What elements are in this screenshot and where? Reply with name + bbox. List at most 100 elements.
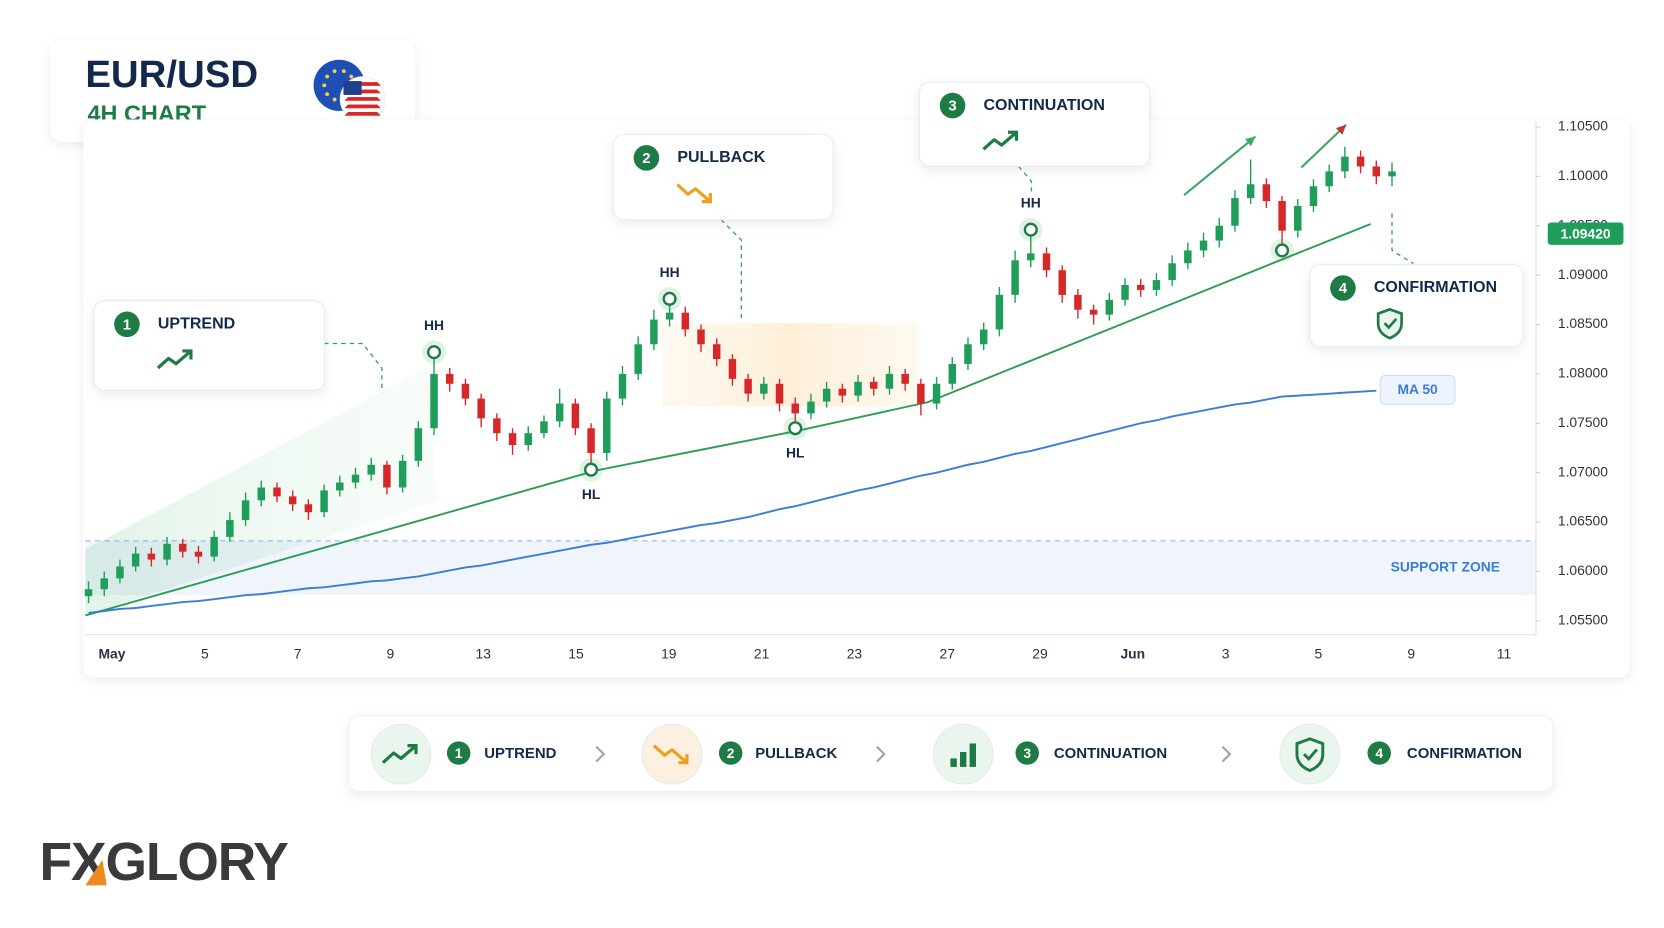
swing-label: HH [1021,195,1041,211]
icon-line [652,744,688,764]
candle-body [1215,225,1223,241]
process-title: PULLBACK [755,745,837,762]
step-number: 1 [455,745,463,761]
step-number: 2 [642,150,650,167]
ma-label: MA 50 [1397,381,1438,397]
x-tick-label: 23 [847,646,863,662]
process-icon-bg [370,723,432,785]
candle-body [697,329,705,345]
candle-body [1027,253,1035,261]
y-tick-label: 1.09000 [1558,266,1608,282]
step-badge [1367,741,1391,765]
candle-body [948,364,957,384]
candle-body [917,383,925,404]
candle-body [430,373,438,429]
candle-body [477,398,485,419]
step-badge [1330,275,1356,301]
callout-card [918,81,1151,167]
x-tick-label: 29 [1032,646,1048,662]
step-number: 2 [727,745,735,761]
candle-body [1121,285,1129,300]
x-tick-label: 11 [1497,646,1512,662]
candle-body [1058,270,1066,295]
candle-body [995,294,1004,330]
candle-body [1309,186,1318,206]
swing-marker [788,421,803,436]
step-badge [446,741,471,765]
candle-body [508,433,517,446]
swing-label: HL [582,486,601,502]
step-number: 4 [1375,745,1383,761]
candle-body [1388,171,1396,177]
candle-body [414,428,423,461]
candle-body [493,418,501,434]
trend-line [85,223,1372,617]
momentum-arrow [1183,135,1257,197]
icon-check [1383,318,1398,330]
x-tick-label: Jun [1120,646,1145,662]
price-marker-label: 1.09420 [1561,225,1611,241]
candle-body [383,464,391,488]
candle-body [1011,260,1019,295]
us-canton [343,81,362,95]
callout-title: CONTINUATION [983,97,1104,114]
candle-body [241,500,250,521]
x-tick-label: 9 [387,646,395,662]
candle-body [1372,166,1381,177]
candle-body [1262,184,1271,202]
x-tick-label: 19 [661,646,677,662]
x-tick-label: 5 [201,646,209,662]
icon-bar [969,743,976,767]
eu-star [322,83,327,88]
candle-body [1184,250,1192,264]
eu-star [332,97,337,102]
callout-connector [1018,165,1033,192]
icon-line [156,349,192,370]
process-chevron [876,745,886,763]
candle-body [665,312,674,320]
step-number: 4 [1339,280,1348,297]
eu-star [341,69,346,74]
candle-body [1074,294,1082,310]
candle-body [854,381,862,396]
ma-line [88,389,1377,614]
callout-connector [1391,213,1414,265]
callout-connector [324,342,383,393]
icon-bar [950,758,957,767]
candle-body [681,312,690,330]
icon-shield [1376,307,1403,340]
swing-marker [662,291,677,306]
callout-card [612,133,834,221]
candle-body [226,520,234,537]
candle-body [964,344,972,365]
step-number: 1 [123,316,131,333]
callout-connector [720,219,742,320]
candle-body [791,403,799,414]
candle-body [524,433,532,446]
momentum-arrowhead [1245,136,1256,147]
process-chevron [595,745,606,763]
candle-body [257,487,266,501]
candle-body [979,329,988,345]
candle-body [304,504,313,513]
candle-body [1231,198,1239,226]
us-stripe [342,112,383,116]
y-tick-label: 1.10500 [1558,118,1608,134]
candle-body [712,344,721,360]
icon-shield [1295,737,1325,773]
step-badge [114,311,140,338]
x-tick-label: 13 [475,646,491,662]
swing-marker [584,462,599,477]
icon-down [676,183,712,204]
icon-shield [1295,737,1325,773]
y-tick-label: 1.10000 [1558,167,1608,183]
brand-accent [85,859,107,886]
candle-body [1325,171,1333,187]
icon-up [982,130,1019,151]
us-stripe [342,105,383,109]
y-tick-label: 1.05500 [1558,611,1608,627]
icon-line [381,744,418,764]
candle-body [194,551,203,557]
candle-body [1294,205,1302,231]
candle-body [273,487,281,497]
